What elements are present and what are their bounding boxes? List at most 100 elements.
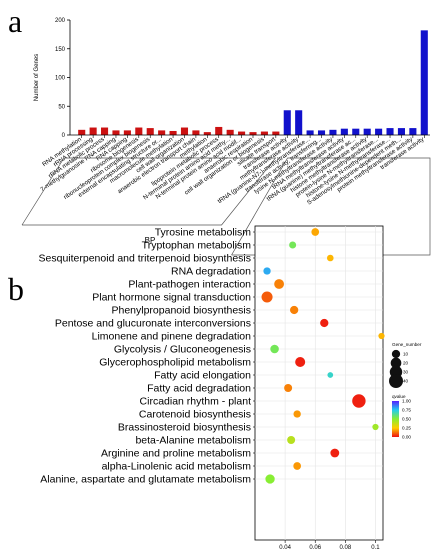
bar (317, 130, 326, 135)
bar (226, 129, 234, 135)
pathway-dot (263, 267, 271, 275)
pathway-label: Fatty acid elongation (154, 370, 251, 382)
size-legend-title: Gene_number (392, 342, 422, 347)
size-legend-dot (390, 357, 402, 369)
bar (135, 127, 143, 135)
size-legend-dot (391, 349, 401, 359)
color-legend-bar (392, 401, 399, 437)
y-tick-label: 50 (58, 104, 65, 110)
y-tick-label: 100 (55, 76, 66, 82)
y-axis-title: Number of Genes (34, 54, 40, 101)
pathway-dot (327, 372, 334, 378)
pathway-dot (293, 410, 301, 418)
pathway-label: Brassinosteroid biosynthesis (118, 422, 251, 434)
x-tick-label: 0.1 (371, 545, 380, 550)
pathway-label: alpha-Linolenic acid metabolism (102, 461, 252, 473)
bar (363, 128, 371, 135)
bar (238, 131, 246, 135)
pathway-label: Glycerophospholipid metabolism (99, 357, 251, 369)
y-tick-label: 0 (62, 133, 66, 139)
size-legend-label: 30 (403, 370, 409, 375)
size-legend-label: 10 (403, 352, 409, 357)
bar (203, 132, 211, 135)
bar (169, 130, 177, 135)
bar (260, 131, 268, 135)
pathway-dot (289, 241, 297, 249)
bar (306, 130, 314, 135)
pathway-dot (270, 344, 279, 354)
bar (420, 30, 428, 136)
bar (340, 128, 348, 135)
bar (375, 128, 383, 135)
pathway-dot (320, 318, 329, 328)
pathway-dot (326, 254, 334, 262)
pathway-label: Pentose and glucuronate interconversions (55, 318, 251, 330)
bar (215, 126, 223, 135)
pathway-label: Fatty acid degradation (147, 383, 251, 395)
pathway-dot (274, 279, 284, 289)
pathway-label: Plant-pathogen interaction (128, 279, 251, 291)
pathway-label: Carotenoid biosynthesis (139, 409, 251, 421)
color-legend-label: 1.00 (402, 399, 411, 404)
bar (146, 128, 154, 135)
bp-group-frame (21, 157, 277, 226)
x-tick-label: 0.08 (340, 545, 352, 550)
pathway-label: Tyrosine metabolism (155, 227, 252, 239)
group-label-bp: BP (145, 236, 156, 245)
pathway-label: Phenylpropanoid biosynthesis (111, 305, 251, 317)
bar (295, 110, 303, 135)
pathway-label: RNA degradation (171, 266, 251, 278)
pathway-label: Limonene and pinene degradation (92, 331, 252, 343)
pathway-dot (295, 356, 306, 368)
color-legend-label: 0.75 (402, 408, 411, 413)
pathway-dot (284, 384, 293, 392)
bar (272, 131, 280, 135)
bar (101, 127, 109, 135)
color-legend-label: 0.00 (402, 435, 411, 440)
color-legend-title: qvalue (392, 394, 406, 399)
bar (112, 130, 120, 135)
color-legend-label: 0.25 (402, 426, 411, 431)
pathway-label: Alanine, aspartate and glutamate metabol… (40, 474, 251, 486)
pathway-label: Circadian rhythm - plant (140, 396, 252, 408)
pathway-dot (287, 436, 296, 444)
bar (329, 129, 337, 135)
y-tick-label: 150 (55, 47, 66, 53)
pathway-label: beta-Alanine metabolism (135, 435, 251, 447)
bar (352, 128, 360, 135)
pathway-dot (265, 474, 275, 484)
pathway-dot (330, 448, 340, 458)
panel-b-label: b (8, 271, 24, 307)
color-legend-label: 0.50 (402, 417, 411, 422)
size-legend-label: 20 (403, 361, 409, 366)
bar (386, 128, 394, 135)
pathway-label: Glycolysis / Gluconeogenesis (114, 344, 251, 356)
bar (409, 128, 417, 135)
y-tick-label: 200 (55, 18, 66, 24)
plot-panel (254, 225, 384, 541)
bar (158, 130, 166, 135)
bar (249, 132, 257, 135)
pathway-dot (261, 291, 273, 303)
x-tick-label: 0.06 (309, 545, 321, 550)
pathway-dot (378, 332, 385, 340)
pathway-label: Sesquiterpenoid and triterpenoid biosynt… (39, 253, 251, 265)
pathway-label: Arginine and proline metabolism (101, 448, 251, 460)
x-tick-label: 0.04 (279, 545, 291, 550)
bar (89, 127, 97, 135)
size-legend-dot (389, 374, 403, 388)
pathway-dot (293, 462, 302, 470)
panel-a-label: a (8, 3, 22, 39)
bar (123, 130, 131, 135)
pathway-dot (372, 423, 379, 431)
pathway-label: Plant hormone signal transduction (92, 292, 251, 304)
bar (192, 130, 200, 135)
bar (180, 127, 189, 135)
bar (283, 110, 291, 135)
pathway-dot (352, 394, 366, 408)
bar (397, 128, 405, 135)
pathway-dot (290, 305, 299, 315)
